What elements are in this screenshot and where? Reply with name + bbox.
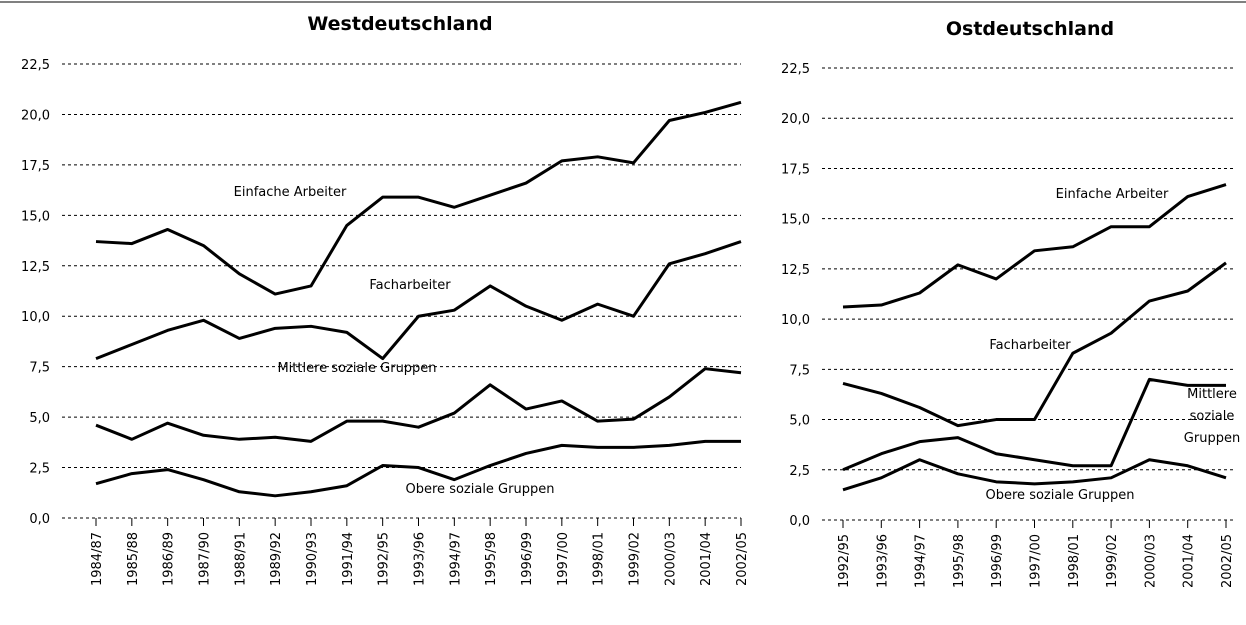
- y-tick-label: 0,0: [789, 514, 810, 529]
- x-tick-label: 1996/99: [520, 532, 535, 586]
- series-line: [95, 240, 742, 361]
- y-tick-label: 2,5: [789, 464, 810, 479]
- y-tick-label: 22,5: [781, 62, 810, 77]
- y-tick-label: 20,0: [21, 108, 50, 123]
- y-tick-label: 12,5: [21, 260, 50, 275]
- x-tick-label: 1994/97: [448, 532, 463, 586]
- series-label: Mittlere soziale Gruppen: [1184, 387, 1240, 446]
- series-line: [842, 377, 1226, 472]
- chart-title: Ostdeutschland: [946, 18, 1114, 40]
- y-tick-label: 22,5: [21, 58, 50, 73]
- x-tick-label: 1993/96: [413, 532, 428, 586]
- x-tick-label: 1989/92: [269, 532, 284, 586]
- x-tick-label: 1997/00: [1029, 534, 1044, 588]
- y-tick-label: 5,0: [789, 414, 810, 429]
- series-line: [842, 183, 1227, 309]
- x-tick-label: 1996/99: [990, 534, 1005, 588]
- x-tick-label: 1992/95: [837, 534, 852, 588]
- x-tick-label: 1992/95: [377, 532, 392, 586]
- x-tick-label: 2001/04: [1182, 534, 1197, 588]
- y-tick-label: 7,5: [789, 363, 810, 378]
- y-tick-label: 15,0: [781, 213, 810, 228]
- y-tick-label: 0,0: [29, 512, 50, 527]
- x-tick-label: 1994/97: [914, 534, 929, 588]
- x-tick-label: 2001/04: [699, 532, 714, 586]
- x-tick-label: 1999/02: [628, 532, 643, 586]
- x-tick-label: 2002/05: [1220, 534, 1235, 588]
- series-label: Facharbeiter: [369, 278, 451, 293]
- y-tick-label: 17,5: [781, 162, 810, 177]
- x-tick-label: 1987/90: [198, 532, 213, 586]
- x-tick-label: 1984/87: [90, 532, 105, 586]
- series-line: [842, 261, 1227, 428]
- series-line: [95, 439, 741, 498]
- x-tick-label: 1991/94: [341, 532, 356, 586]
- x-tick-label: 1990/93: [305, 532, 320, 586]
- y-tick-label: 17,5: [21, 159, 50, 174]
- y-tick-label: 2,5: [29, 462, 50, 477]
- y-tick-label: 15,0: [21, 209, 50, 224]
- x-tick-label: 1999/02: [1105, 534, 1120, 588]
- x-tick-label: 1998/01: [592, 532, 607, 586]
- series-line: [95, 100, 742, 296]
- series-label: Einfache Arbeiter: [234, 185, 347, 200]
- y-tick-label: 7,5: [29, 361, 50, 376]
- y-tick-label: 5,0: [29, 411, 50, 426]
- series-label: Obere soziale Gruppen: [406, 482, 555, 497]
- x-tick-label: 1995/98: [952, 534, 967, 588]
- series-label: Einfache Arbeiter: [1056, 187, 1169, 202]
- series-line: [95, 367, 742, 443]
- x-tick-label: 2002/05: [735, 532, 750, 586]
- x-tick-label: 1986/89: [162, 532, 177, 586]
- series-label: Facharbeiter: [989, 338, 1071, 353]
- y-tick-label: 12,5: [781, 263, 810, 278]
- y-tick-label: 10,0: [781, 313, 810, 328]
- x-tick-label: 2000/03: [1143, 534, 1158, 588]
- y-tick-label: 20,0: [781, 112, 810, 127]
- series-label: Obere soziale Gruppen: [986, 488, 1135, 503]
- series-line: [842, 458, 1227, 492]
- x-tick-label: 1985/88: [126, 532, 141, 586]
- x-tick-label: 2000/03: [663, 532, 678, 586]
- x-tick-label: 1993/96: [875, 534, 890, 588]
- chart-title: Westdeutschland: [307, 13, 492, 35]
- x-tick-label: 1998/01: [1067, 534, 1082, 588]
- x-tick-label: 1988/91: [233, 532, 248, 586]
- x-tick-label: 1997/00: [556, 532, 571, 586]
- series-label: Mittlere soziale Gruppen: [277, 361, 436, 376]
- x-tick-label: 1995/98: [484, 532, 499, 586]
- y-tick-label: 10,0: [21, 310, 50, 325]
